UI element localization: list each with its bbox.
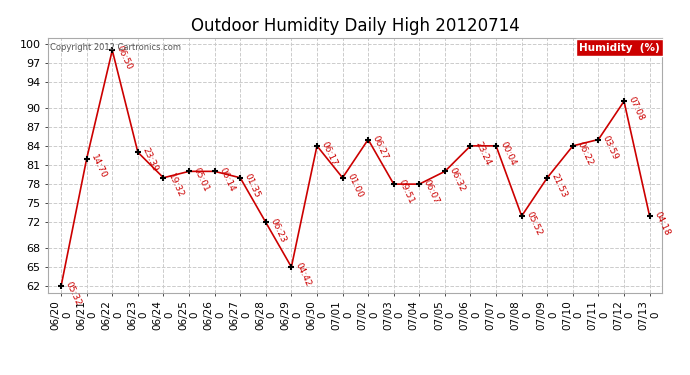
Text: 00:04: 00:04 bbox=[499, 140, 518, 167]
Text: 01:00: 01:00 bbox=[345, 172, 364, 199]
Text: 01:35: 01:35 bbox=[243, 172, 262, 199]
Text: Copyright 2012 Cartronics.com: Copyright 2012 Cartronics.com bbox=[50, 43, 181, 52]
Text: 21:53: 21:53 bbox=[550, 172, 569, 199]
Text: 06:32: 06:32 bbox=[447, 166, 466, 193]
Text: 06:27: 06:27 bbox=[371, 134, 390, 161]
Text: 23:39: 23:39 bbox=[141, 147, 159, 174]
Text: Humidity  (%): Humidity (%) bbox=[580, 43, 660, 52]
Text: 05:52: 05:52 bbox=[524, 210, 543, 237]
Text: 19:32: 19:32 bbox=[166, 172, 185, 199]
Text: 06:22: 06:22 bbox=[575, 140, 594, 167]
Text: 03:59: 03:59 bbox=[601, 134, 620, 161]
Text: 06:50: 06:50 bbox=[115, 45, 134, 72]
Text: 23:24: 23:24 bbox=[473, 140, 492, 167]
Text: 05:32: 05:32 bbox=[63, 280, 83, 308]
Text: 05:01: 05:01 bbox=[192, 166, 210, 193]
Text: 06:17: 06:17 bbox=[319, 140, 339, 167]
Text: 06:07: 06:07 bbox=[422, 178, 441, 206]
Text: 06:23: 06:23 bbox=[268, 217, 288, 244]
Text: 09:51: 09:51 bbox=[396, 178, 415, 206]
Text: 04:18: 04:18 bbox=[652, 210, 671, 237]
Text: 07:08: 07:08 bbox=[627, 96, 646, 123]
Title: Outdoor Humidity Daily High 20120714: Outdoor Humidity Daily High 20120714 bbox=[191, 16, 520, 34]
Text: 14:70: 14:70 bbox=[89, 153, 108, 180]
Text: 06:14: 06:14 bbox=[217, 166, 236, 193]
Text: 04:42: 04:42 bbox=[294, 261, 313, 288]
